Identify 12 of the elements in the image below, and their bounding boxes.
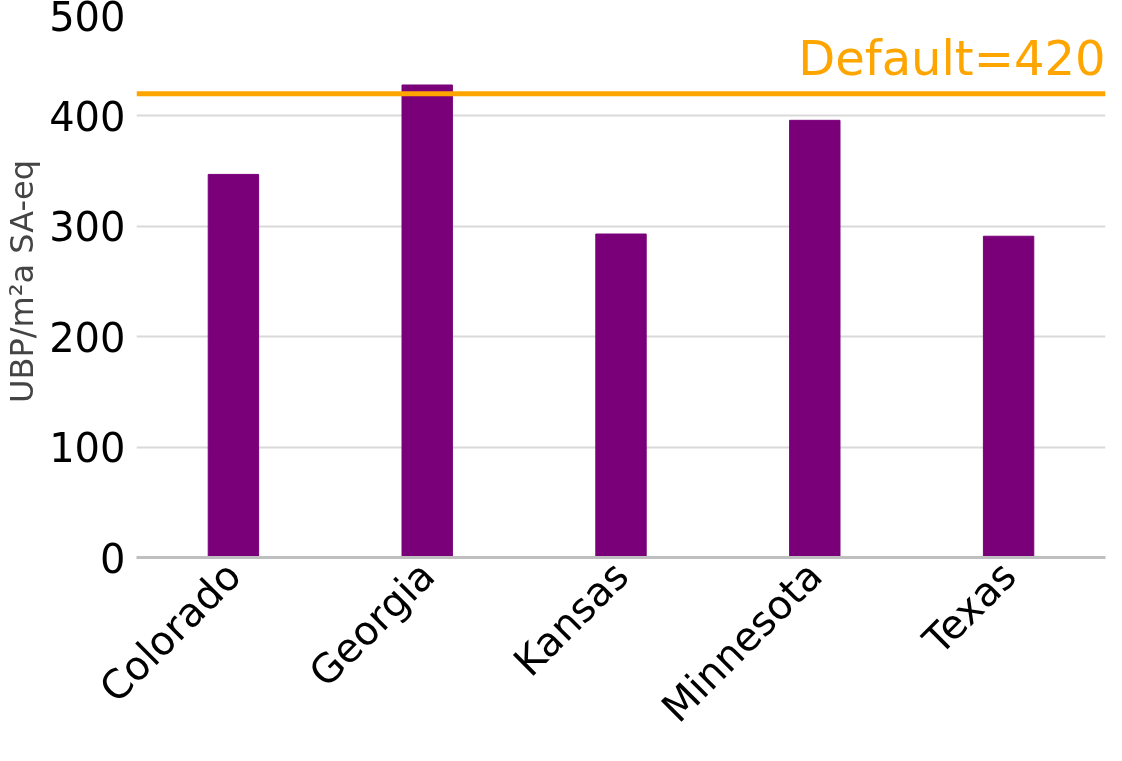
bar <box>789 119 841 558</box>
y-tick-label: 500 <box>49 0 126 40</box>
y-tick-label: 200 <box>49 314 126 361</box>
ref-line-label: Default=420 <box>798 29 1106 86</box>
y-tick-label: 100 <box>49 425 126 472</box>
bar <box>207 173 260 558</box>
bar <box>401 84 453 558</box>
y-tick-label: 400 <box>49 93 126 140</box>
y-axis-title: UBP/m²a SA-eq <box>3 160 42 403</box>
bar <box>982 235 1035 558</box>
bar <box>595 233 647 558</box>
y-tick-label: 300 <box>49 204 126 251</box>
